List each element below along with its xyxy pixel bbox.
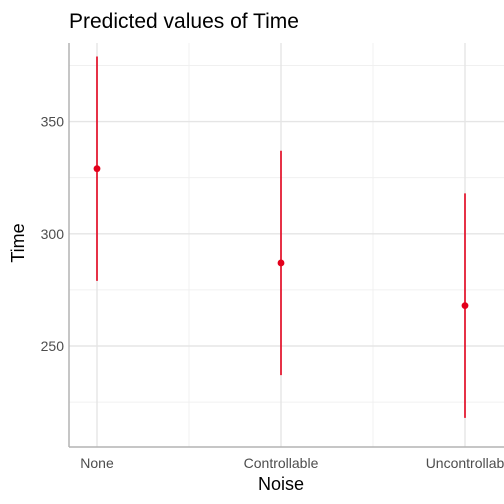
data-point: [277, 259, 285, 267]
x-tick-label: None: [80, 455, 114, 471]
x-axis-title: Noise: [258, 474, 304, 494]
x-tick-label: Uncontrollab: [426, 455, 504, 471]
y-tick-label: 300: [41, 226, 65, 242]
x-tick-label: Controllable: [244, 455, 319, 471]
x-tick-labels: None Controllable Uncontrollab: [80, 455, 504, 471]
y-axis-title: Time: [8, 223, 28, 262]
grid: [69, 43, 504, 447]
y-tick-label: 350: [41, 114, 65, 130]
chart-title: Predicted values of Time: [69, 10, 299, 33]
axes: [68, 43, 504, 448]
data-marks: [93, 56, 469, 418]
y-tick-labels: 250 300 350: [41, 114, 65, 354]
data-point: [461, 302, 469, 309]
data-point: [93, 165, 101, 173]
y-tick-label: 250: [41, 338, 65, 354]
